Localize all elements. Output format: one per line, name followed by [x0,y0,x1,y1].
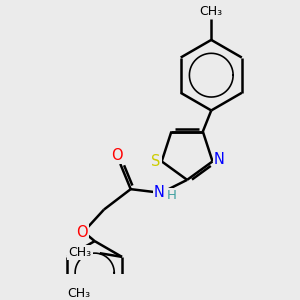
Text: CH₃: CH₃ [68,246,92,259]
Text: O: O [76,225,88,240]
Text: N: N [154,184,165,200]
Text: H: H [167,189,176,202]
Text: CH₃: CH₃ [200,5,223,18]
Text: S: S [152,154,161,169]
Text: O: O [112,148,123,163]
Text: N: N [214,152,225,167]
Text: CH₃: CH₃ [68,287,91,300]
